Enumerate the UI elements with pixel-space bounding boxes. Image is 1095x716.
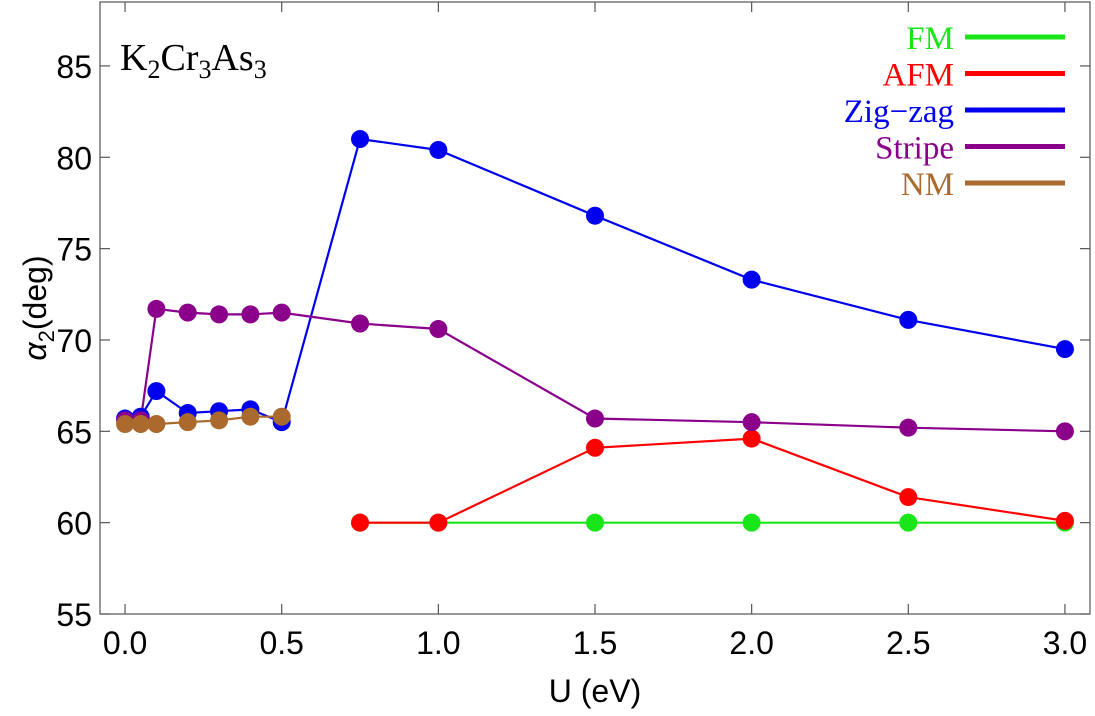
legend-label: Zig−zag [844,94,954,130]
data-point-stripe [429,320,448,339]
y-tick-label: 70 [56,323,92,359]
ticks: 0.0 0.5 1.0 1.5 2.0 2.5 3.0 55 60 65 70 75 80 85 [56,2,1090,661]
data-point-zig-zag [351,130,370,149]
y-tick-label: 55 [56,597,92,633]
data-point-zig-zag [429,140,448,159]
data-point-stripe [210,305,229,324]
data-point-afm [429,513,448,532]
data-point-nm [178,413,197,432]
x-tick-label: 1.5 [573,625,617,661]
data-point-zig-zag [147,382,166,401]
data-point-stripe [899,418,918,437]
legend-label: FM [906,21,954,57]
data-point-stripe [272,303,291,322]
data-point-afm [1055,511,1074,530]
data-point-nm [210,411,229,430]
data-point-nm [272,407,291,426]
data-point-zig-zag [586,206,604,225]
data-point-nm [241,407,260,426]
legend-label: Stripe [875,131,954,167]
data-point-afm [742,429,761,448]
data-point-zig-zag [899,310,918,329]
x-tick-label: 3.0 [1043,625,1087,661]
data-point-afm [899,488,918,507]
data-point-stripe [178,303,197,322]
x-tick-label: 2.0 [729,625,773,661]
data-point-stripe [147,299,166,318]
series-line-afm [360,437,1066,524]
data-point-stripe [241,305,260,324]
data-point-fm [899,513,918,532]
x-tick-label: 0.5 [259,625,303,661]
y-tick-label: 85 [56,49,92,85]
data-point-nm [116,415,135,434]
x-tick-label: 1.0 [416,625,460,661]
series-layer [116,130,1074,532]
data-point-stripe [351,314,370,333]
data-point-stripe [1055,422,1074,441]
y-tick-label: 75 [56,232,92,268]
legend-label: AFM [882,58,954,94]
data-point-nm [131,415,150,434]
chart-title: K2Cr3As3 [120,37,267,84]
y-tick-label: 80 [56,140,92,176]
x-tick-label: 2.5 [886,625,930,661]
data-point-stripe [586,409,604,428]
x-tick-label: 0.0 [103,625,147,661]
data-point-zig-zag [1055,340,1074,359]
data-point-stripe [742,413,761,432]
x-axis-label: U (eV) [549,673,641,709]
data-point-nm [147,415,166,434]
y-tick-label: 60 [56,506,92,542]
y-axis-label: α2(deg) [17,255,59,360]
data-point-fm [742,513,761,532]
data-point-afm [586,438,604,457]
legend-label: NM [901,167,954,203]
y-tick-label: 65 [56,414,92,450]
data-point-zig-zag [742,270,761,289]
data-point-fm [586,513,604,532]
data-point-afm [351,513,370,532]
